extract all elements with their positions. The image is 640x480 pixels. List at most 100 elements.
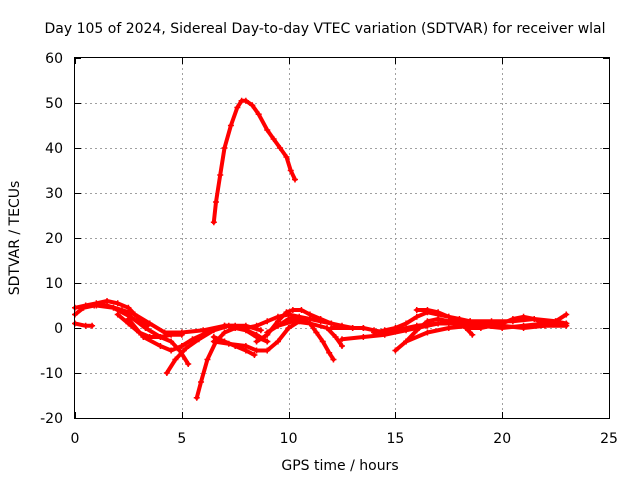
series-arc-3	[72, 320, 96, 329]
data-point	[178, 343, 185, 349]
plot-frame	[74, 57, 610, 419]
data-point	[289, 307, 296, 313]
data-point	[189, 336, 196, 343]
data-point	[232, 343, 239, 349]
data-point	[168, 338, 175, 345]
x-tick-label: 0	[71, 431, 80, 447]
data-point	[317, 318, 324, 325]
data-series	[72, 97, 570, 401]
data-point	[298, 307, 305, 313]
series-arc-11	[210, 97, 299, 226]
data-point	[183, 345, 190, 352]
data-point	[289, 318, 296, 325]
data-point	[531, 316, 538, 322]
data-point	[332, 334, 339, 340]
data-point	[283, 154, 290, 160]
data-point	[264, 127, 271, 133]
data-point	[185, 361, 192, 367]
data-point	[89, 322, 96, 329]
data-point	[270, 136, 277, 142]
data-point	[253, 338, 260, 345]
data-point	[195, 336, 202, 343]
data-point	[563, 322, 570, 329]
data-point	[371, 329, 378, 336]
data-point	[210, 334, 217, 340]
x-tick-label: 15	[386, 431, 404, 447]
data-point	[204, 356, 211, 363]
data-point	[234, 104, 241, 111]
data-point	[221, 338, 228, 345]
data-point	[403, 338, 410, 345]
data-point	[251, 352, 258, 358]
data-point	[212, 199, 219, 205]
data-point	[264, 338, 271, 345]
chart-title: Day 105 of 2024, Sidereal Day-to-day VTE…	[44, 21, 605, 37]
data-point	[445, 313, 452, 320]
data-point	[313, 329, 320, 336]
data-point	[413, 327, 420, 334]
data-point	[445, 325, 452, 331]
data-point	[435, 309, 442, 316]
data-point	[403, 320, 410, 327]
data-point	[168, 347, 175, 354]
data-point	[306, 320, 313, 327]
data-point	[217, 172, 224, 178]
data-point	[193, 394, 200, 401]
data-point	[168, 331, 175, 338]
y-tick-label: 50	[45, 96, 63, 112]
grid	[75, 58, 609, 418]
data-point	[287, 167, 294, 174]
data-point	[131, 311, 138, 318]
data-point	[509, 316, 516, 322]
y-tick-label: -10	[40, 366, 63, 382]
data-point	[114, 311, 121, 318]
x-tick-label: 20	[493, 431, 511, 447]
data-point	[403, 327, 410, 334]
data-point	[413, 307, 420, 313]
data-point	[157, 343, 164, 349]
data-point	[242, 325, 249, 331]
series-arc-10	[210, 334, 258, 358]
data-point	[285, 325, 292, 331]
data-point	[210, 219, 217, 226]
data-point	[249, 102, 256, 109]
data-point	[277, 145, 284, 151]
series-line	[275, 319, 344, 348]
series-arc-13	[242, 311, 335, 331]
data-point	[292, 176, 299, 183]
data-point	[232, 325, 239, 331]
data-point	[142, 325, 149, 331]
data-point	[198, 379, 205, 385]
data-point	[264, 329, 271, 336]
data-point	[488, 322, 495, 329]
data-point	[392, 347, 399, 354]
data-point	[146, 320, 153, 327]
data-point	[339, 336, 345, 343]
data-point	[424, 329, 431, 336]
y-tick-label: 0	[54, 321, 63, 337]
data-point	[210, 327, 217, 334]
x-axis-label: GPS time / hours	[281, 458, 398, 474]
data-point	[93, 302, 100, 309]
data-point	[349, 325, 356, 331]
data-point	[172, 356, 179, 363]
data-point	[563, 311, 570, 318]
data-point	[110, 304, 117, 311]
series-line	[211, 98, 297, 225]
y-tick-label: -20	[40, 411, 63, 427]
data-point	[326, 349, 333, 356]
data-point	[178, 331, 185, 338]
data-point	[227, 122, 234, 129]
x-tick-label: 25	[600, 431, 618, 447]
data-point	[274, 322, 281, 329]
data-point	[360, 334, 367, 340]
data-point	[520, 313, 527, 320]
data-point	[221, 329, 228, 336]
data-point	[274, 338, 281, 345]
data-point	[253, 322, 260, 329]
data-point	[264, 318, 271, 325]
data-point	[140, 334, 147, 340]
y-tick-label: 60	[45, 51, 63, 67]
data-point	[520, 325, 527, 331]
